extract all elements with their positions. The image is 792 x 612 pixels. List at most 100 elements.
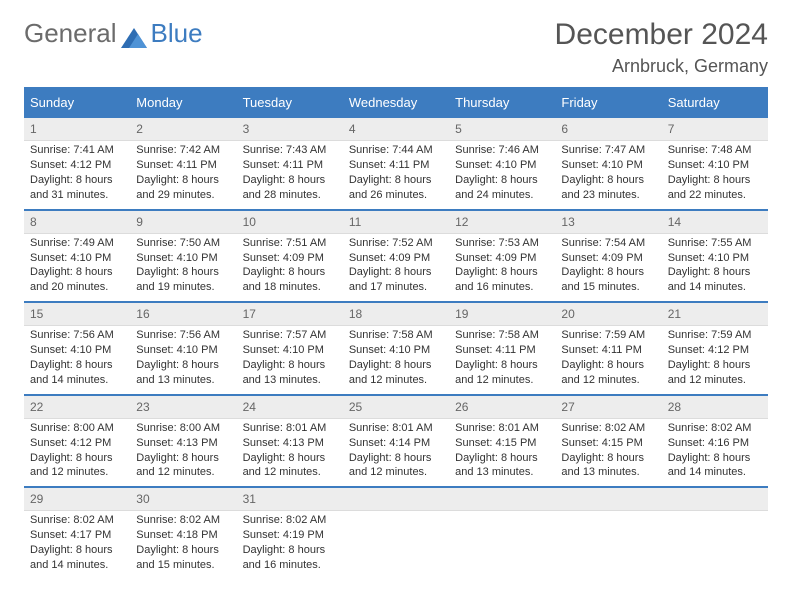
sunset-text: Sunset: 4:10 PM xyxy=(455,158,549,173)
calendar-cell: 13Sunrise: 7:54 AMSunset: 4:09 PMDayligh… xyxy=(555,210,661,303)
day-body: Sunrise: 8:00 AMSunset: 4:12 PMDaylight:… xyxy=(24,419,130,486)
sunrise-text: Sunrise: 7:57 AM xyxy=(243,328,337,343)
day-body: Sunrise: 7:50 AMSunset: 4:10 PMDaylight:… xyxy=(130,234,236,301)
logo-text-1: General xyxy=(24,18,117,49)
calendar-cell: 27Sunrise: 8:02 AMSunset: 4:15 PMDayligh… xyxy=(555,395,661,488)
day-body: Sunrise: 7:44 AMSunset: 4:11 PMDaylight:… xyxy=(343,141,449,208)
calendar-cell: 17Sunrise: 7:57 AMSunset: 4:10 PMDayligh… xyxy=(237,302,343,395)
sunset-text: Sunset: 4:19 PM xyxy=(243,528,337,543)
daylight-text: Daylight: 8 hours and 12 minutes. xyxy=(561,358,655,388)
calendar-cell: 25Sunrise: 8:01 AMSunset: 4:14 PMDayligh… xyxy=(343,395,449,488)
sunrise-text: Sunrise: 8:01 AM xyxy=(349,421,443,436)
day-number: 2 xyxy=(130,118,236,140)
sunset-text: Sunset: 4:09 PM xyxy=(561,251,655,266)
sunrise-text: Sunrise: 7:42 AM xyxy=(136,143,230,158)
weekday-header: Tuesday xyxy=(237,88,343,117)
sunrise-text: Sunrise: 7:47 AM xyxy=(561,143,655,158)
sunrise-text: Sunrise: 7:53 AM xyxy=(455,236,549,251)
calendar-cell xyxy=(343,487,449,579)
calendar-cell: 24Sunrise: 8:01 AMSunset: 4:13 PMDayligh… xyxy=(237,395,343,488)
daylight-text: Daylight: 8 hours and 16 minutes. xyxy=(243,543,337,573)
day-number: 17 xyxy=(237,303,343,325)
calendar-cell: 16Sunrise: 7:56 AMSunset: 4:10 PMDayligh… xyxy=(130,302,236,395)
daylight-text: Daylight: 8 hours and 24 minutes. xyxy=(455,173,549,203)
calendar-cell: 29Sunrise: 8:02 AMSunset: 4:17 PMDayligh… xyxy=(24,487,130,579)
day-number: 5 xyxy=(449,118,555,140)
sunrise-text: Sunrise: 7:43 AM xyxy=(243,143,337,158)
sunset-text: Sunset: 4:10 PM xyxy=(668,251,762,266)
sunrise-text: Sunrise: 7:52 AM xyxy=(349,236,443,251)
day-body: Sunrise: 7:47 AMSunset: 4:10 PMDaylight:… xyxy=(555,141,661,208)
title-block: December 2024 Arnbruck, Germany xyxy=(555,18,768,77)
sunset-text: Sunset: 4:09 PM xyxy=(349,251,443,266)
logo: General Blue xyxy=(24,18,203,49)
sunset-text: Sunset: 4:11 PM xyxy=(243,158,337,173)
calendar-cell xyxy=(555,487,661,579)
sunrise-text: Sunrise: 7:59 AM xyxy=(561,328,655,343)
day-number-empty xyxy=(449,488,555,510)
day-number-empty xyxy=(343,488,449,510)
day-number: 13 xyxy=(555,211,661,233)
day-body: Sunrise: 7:52 AMSunset: 4:09 PMDaylight:… xyxy=(343,234,449,301)
calendar-cell: 4Sunrise: 7:44 AMSunset: 4:11 PMDaylight… xyxy=(343,117,449,210)
day-number: 27 xyxy=(555,396,661,418)
daylight-text: Daylight: 8 hours and 19 minutes. xyxy=(136,265,230,295)
day-number: 30 xyxy=(130,488,236,510)
day-body: Sunrise: 8:02 AMSunset: 4:15 PMDaylight:… xyxy=(555,419,661,486)
weekday-header-row: Sunday Monday Tuesday Wednesday Thursday… xyxy=(24,88,768,117)
sunrise-text: Sunrise: 8:02 AM xyxy=(136,513,230,528)
daylight-text: Daylight: 8 hours and 12 minutes. xyxy=(349,358,443,388)
daylight-text: Daylight: 8 hours and 15 minutes. xyxy=(136,543,230,573)
day-body: Sunrise: 7:55 AMSunset: 4:10 PMDaylight:… xyxy=(662,234,768,301)
day-body: Sunrise: 7:56 AMSunset: 4:10 PMDaylight:… xyxy=(24,326,130,393)
day-number: 19 xyxy=(449,303,555,325)
calendar-cell: 9Sunrise: 7:50 AMSunset: 4:10 PMDaylight… xyxy=(130,210,236,303)
sunrise-text: Sunrise: 7:41 AM xyxy=(30,143,124,158)
sunset-text: Sunset: 4:10 PM xyxy=(136,251,230,266)
day-body: Sunrise: 7:48 AMSunset: 4:10 PMDaylight:… xyxy=(662,141,768,208)
sunset-text: Sunset: 4:15 PM xyxy=(561,436,655,451)
calendar-cell: 2 Sunrise: 7:42 AMSunset: 4:11 PMDaylight… xyxy=(130,117,236,210)
sunset-text: Sunset: 4:17 PM xyxy=(30,528,124,543)
sunset-text: Sunset: 4:11 PM xyxy=(561,343,655,358)
sunset-text: Sunset: 4:11 PM xyxy=(136,158,230,173)
daylight-text: Daylight: 8 hours and 12 minutes. xyxy=(136,451,230,481)
day-body: Sunrise: 7:56 AMSunset: 4:10 PMDaylight:… xyxy=(130,326,236,393)
day-number: 29 xyxy=(24,488,130,510)
daylight-text: Daylight: 8 hours and 13 minutes. xyxy=(561,451,655,481)
sunset-text: Sunset: 4:13 PM xyxy=(136,436,230,451)
weekday-header: Thursday xyxy=(449,88,555,117)
day-body: Sunrise: 7:58 AMSunset: 4:10 PMDaylight:… xyxy=(343,326,449,393)
daylight-text: Daylight: 8 hours and 28 minutes. xyxy=(243,173,337,203)
daylight-text: Daylight: 8 hours and 29 minutes. xyxy=(136,173,230,203)
weekday-header: Sunday xyxy=(24,88,130,117)
sunrise-text: Sunrise: 8:01 AM xyxy=(455,421,549,436)
calendar-cell: 22Sunrise: 8:00 AMSunset: 4:12 PMDayligh… xyxy=(24,395,130,488)
daylight-text: Daylight: 8 hours and 18 minutes. xyxy=(243,265,337,295)
calendar-row: 15Sunrise: 7:56 AMSunset: 4:10 PMDayligh… xyxy=(24,302,768,395)
day-body: Sunrise: 7:58 AMSunset: 4:11 PMDaylight:… xyxy=(449,326,555,393)
day-number: 21 xyxy=(662,303,768,325)
day-body: Sunrise: 8:01 AMSunset: 4:14 PMDaylight:… xyxy=(343,419,449,486)
daylight-text: Daylight: 8 hours and 17 minutes. xyxy=(349,265,443,295)
daylight-text: Daylight: 8 hours and 12 minutes. xyxy=(349,451,443,481)
sunset-text: Sunset: 4:10 PM xyxy=(136,343,230,358)
sunset-text: Sunset: 4:10 PM xyxy=(561,158,655,173)
sunset-text: Sunset: 4:10 PM xyxy=(349,343,443,358)
calendar-cell: 1Sunrise: 7:41 AMSunset: 4:12 PMDaylight… xyxy=(24,117,130,210)
day-number: 6 xyxy=(555,118,661,140)
day-number: 9 xyxy=(130,211,236,233)
calendar-cell: 10Sunrise: 7:51 AMSunset: 4:09 PMDayligh… xyxy=(237,210,343,303)
calendar-cell: 14Sunrise: 7:55 AMSunset: 4:10 PMDayligh… xyxy=(662,210,768,303)
day-body: Sunrise: 7:41 AMSunset: 4:12 PMDaylight:… xyxy=(24,141,130,208)
day-number: 10 xyxy=(237,211,343,233)
calendar-body: 1Sunrise: 7:41 AMSunset: 4:12 PMDaylight… xyxy=(24,117,768,579)
calendar-cell: 28Sunrise: 8:02 AMSunset: 4:16 PMDayligh… xyxy=(662,395,768,488)
sunrise-text: Sunrise: 7:44 AM xyxy=(349,143,443,158)
sunset-text: Sunset: 4:11 PM xyxy=(455,343,549,358)
day-body: Sunrise: 7:49 AMSunset: 4:10 PMDaylight:… xyxy=(24,234,130,301)
day-body: Sunrise: 8:01 AMSunset: 4:15 PMDaylight:… xyxy=(449,419,555,486)
calendar-page: General Blue December 2024 Arnbruck, Ger… xyxy=(0,0,792,599)
calendar-cell: 23Sunrise: 8:00 AMSunset: 4:13 PMDayligh… xyxy=(130,395,236,488)
sunset-text: Sunset: 4:16 PM xyxy=(668,436,762,451)
